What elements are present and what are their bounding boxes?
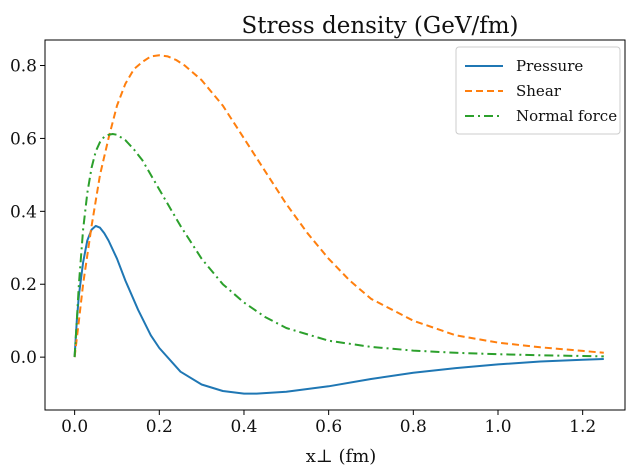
- y-tick-label: 0.2: [10, 275, 37, 295]
- x-tick-label: 0.0: [61, 417, 88, 437]
- y-tick-label: 0.0: [10, 348, 37, 368]
- x-axis-ticks: 0.0 0.2 0.4 0.6 0.8 1.0 1.2: [61, 410, 596, 437]
- x-axis-label: x⊥ (fm): [306, 446, 377, 467]
- series-layer: [73, 54, 604, 395]
- legend-label: Normal force: [516, 107, 617, 125]
- y-tick-label: 0.6: [10, 129, 37, 149]
- legend: Pressure Shear Normal force: [455, 46, 621, 135]
- series-line-2: [73, 54, 604, 358]
- y-tick-label: 0.4: [10, 202, 37, 222]
- x-tick-label: 1.0: [484, 417, 511, 437]
- x-tick-label: 0.8: [400, 417, 427, 437]
- y-tick-label: 0.8: [10, 57, 37, 77]
- x-tick-label: 1.2: [569, 417, 596, 437]
- legend-label: Pressure: [516, 57, 583, 75]
- plot-frame: [44, 39, 626, 411]
- x-tick-label: 0.4: [230, 417, 257, 437]
- legend-label: Shear: [516, 82, 562, 100]
- series-line-3: [73, 133, 604, 358]
- chart-title: Stress density (GeV/fm): [242, 13, 519, 39]
- legend-box: [455, 46, 621, 135]
- series-line-1: [73, 224, 604, 395]
- y-axis-ticks: 0.0 0.2 0.4 0.6 0.8: [10, 57, 45, 368]
- x-tick-label: 0.2: [146, 417, 173, 437]
- x-tick-label: 0.6: [315, 417, 342, 437]
